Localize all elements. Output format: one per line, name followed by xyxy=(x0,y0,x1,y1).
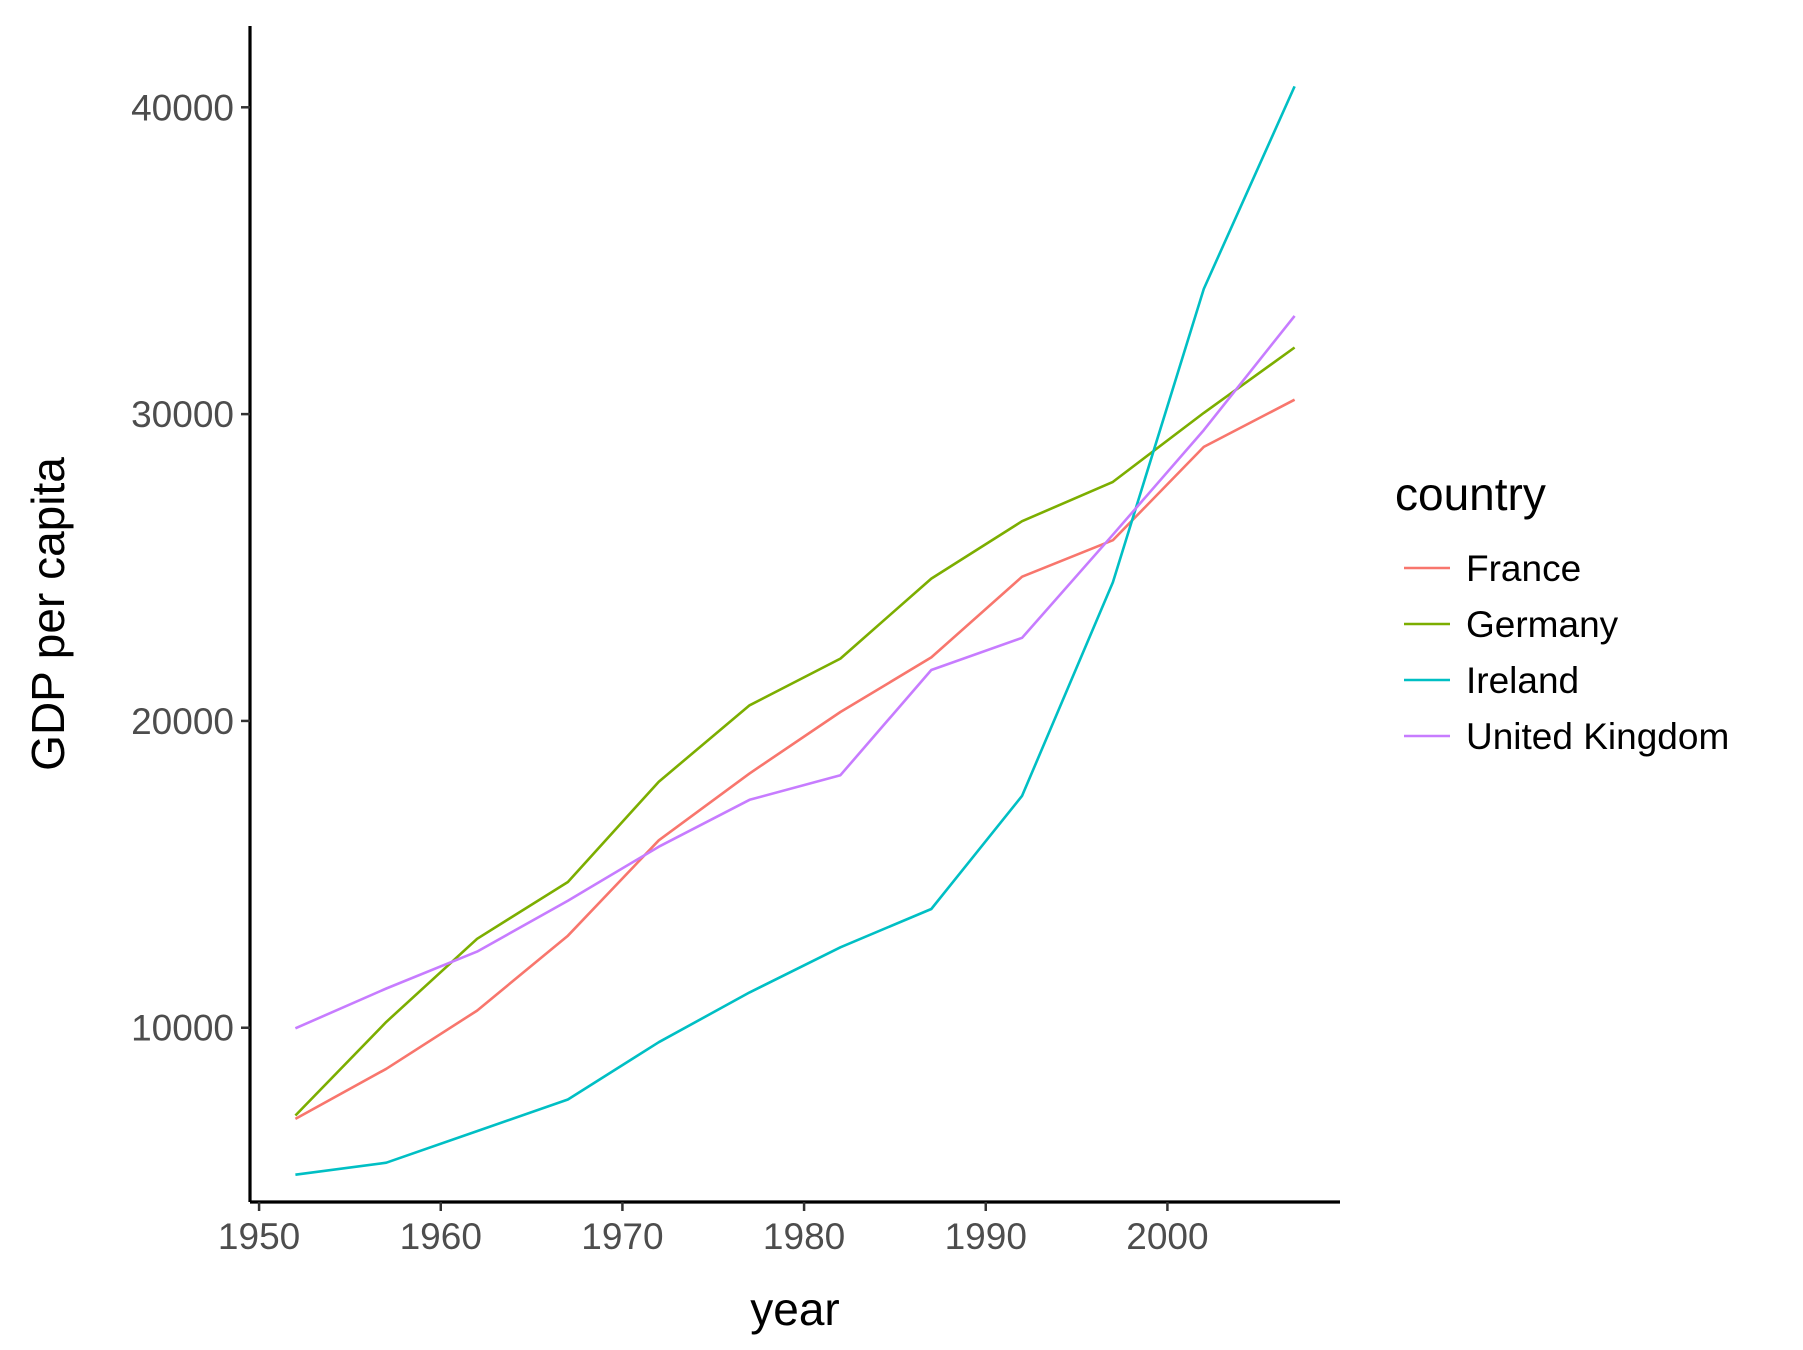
legend: country France Germany Ireland United Kingd… xyxy=(1395,468,1729,757)
series-line-germany xyxy=(294,346,1296,1117)
x-tick-label: 1950 xyxy=(218,1216,300,1257)
legend-title: country xyxy=(1395,468,1546,520)
x-tick-label: 1970 xyxy=(581,1216,663,1257)
y-tick-label: 20000 xyxy=(131,701,234,742)
y-tick-label: 30000 xyxy=(131,394,234,435)
series-layer xyxy=(294,85,1296,1176)
x-tick-label: 2000 xyxy=(1126,1216,1208,1257)
axes-layer xyxy=(248,26,1340,1204)
legend-label-france: France xyxy=(1466,548,1581,589)
y-tick-label: 40000 xyxy=(131,87,234,128)
series-line-united-kingdom xyxy=(294,315,1296,1030)
series-line-france xyxy=(294,398,1296,1121)
y-axis-title: GDP per capita xyxy=(22,457,74,771)
legend-label-ireland: Ireland xyxy=(1466,660,1579,701)
legend-label-germany: Germany xyxy=(1466,604,1619,645)
series-line-ireland xyxy=(295,85,1296,1176)
legend-item-france: France xyxy=(1404,548,1581,589)
legend-label-united-kingdom: United Kingdom xyxy=(1466,716,1729,757)
y-tick-label: 10000 xyxy=(131,1008,234,1049)
legend-item-united-kingdom: United Kingdom xyxy=(1404,716,1729,757)
x-tick-label: 1960 xyxy=(400,1216,482,1257)
legend-item-ireland: Ireland xyxy=(1404,660,1579,701)
legend-item-germany: Germany xyxy=(1404,604,1619,645)
legend-items: France Germany Ireland United Kingdom xyxy=(1404,548,1729,757)
x-axis-title: year xyxy=(750,1283,839,1335)
x-tick-label: 1980 xyxy=(763,1216,845,1257)
x-tick-label: 1990 xyxy=(945,1216,1027,1257)
ticks-layer: 1950 1960 1970 1980 1990 2000 10000 20000 30000 4… xyxy=(131,87,1208,1257)
